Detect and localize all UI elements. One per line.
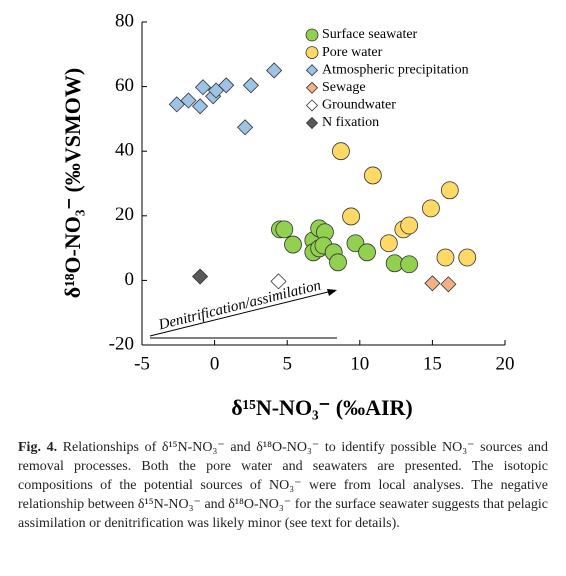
point [422, 199, 440, 218]
legend-marker [305, 64, 319, 77]
point [342, 207, 360, 226]
x-tick-label: 20 [496, 353, 515, 374]
x-tick-label: 0 [210, 353, 220, 374]
point [358, 243, 376, 262]
point [270, 273, 287, 290]
legend-label: N fixation [322, 115, 379, 130]
point [237, 119, 254, 136]
point [284, 235, 302, 254]
point [379, 234, 398, 253]
annotation: Denitrification/assimilation [156, 278, 323, 334]
y-tick-label: 40 [115, 140, 134, 161]
point [363, 166, 382, 185]
point [424, 275, 441, 292]
y-tick-label: 20 [115, 204, 134, 225]
caption-text: Relationships of δ¹⁵N-NO₃⁻ and δ¹⁸O-NO₃⁻… [18, 440, 548, 531]
legend-label: Pore water [322, 45, 383, 60]
x-tick-label: -5 [134, 353, 150, 374]
point [192, 98, 209, 115]
legend-marker [305, 99, 319, 112]
legend-label: Sewage [322, 80, 366, 95]
x-tick-label: 10 [350, 353, 369, 374]
x-tick-label: 5 [282, 353, 292, 374]
x-tick-label: 15 [423, 353, 442, 374]
point [329, 253, 347, 272]
legend-marker [305, 116, 319, 130]
legend-marker [305, 46, 319, 59]
point [400, 255, 419, 274]
y-tick-label: 80 [115, 10, 134, 31]
y-axis-label: δ¹⁸O-NO₃⁻ (‰VSMOW) [60, 68, 85, 298]
legend-label: Groundwater [322, 98, 396, 113]
legend-marker [305, 28, 319, 42]
caption: Fig. 4. Relationships of δ¹⁵N-NO₃⁻ and δ… [18, 438, 548, 533]
point [440, 181, 459, 200]
legend-marker [305, 81, 319, 94]
y-tick-label: 60 [115, 75, 134, 96]
point [400, 216, 419, 235]
point [458, 248, 477, 267]
point [332, 142, 350, 161]
point [440, 276, 457, 293]
y-tick-label: 0 [125, 269, 135, 290]
x-axis-label: δ¹⁵N-NO₃⁻ (‰AIR) [231, 395, 413, 420]
legend-label: Surface seawater [322, 27, 418, 42]
point [266, 62, 283, 79]
arrow-line [149, 290, 333, 337]
point [180, 92, 197, 109]
arrow-head [327, 289, 337, 296]
point [275, 220, 294, 239]
point [436, 248, 455, 267]
caption-label: Fig. 4. [18, 440, 58, 455]
legend-label: Atmospheric precipitation [322, 62, 469, 77]
y-tick-label: -20 [109, 333, 134, 354]
point [194, 79, 212, 96]
point [242, 77, 259, 94]
point [218, 77, 235, 94]
chart: δ¹⁸O-NO₃⁻ (‰VSMOW) δ¹⁵N-NO₃⁻ (‰AIR) Deni… [60, 10, 515, 420]
point [192, 268, 209, 285]
